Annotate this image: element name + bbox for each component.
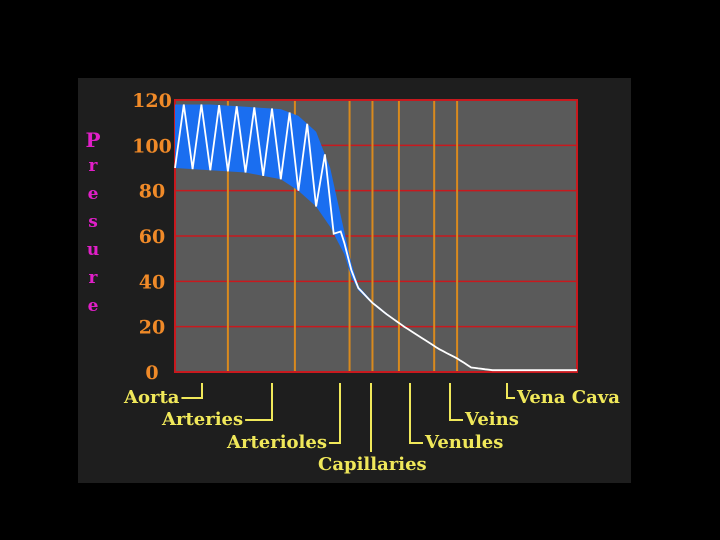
y-tick-80: 80 xyxy=(139,181,165,203)
y-axis-label-letter: e xyxy=(87,296,99,316)
y-tick-0: 0 xyxy=(145,362,158,384)
pressure-band xyxy=(175,104,577,371)
y-axis-label-letter: s xyxy=(88,212,98,232)
category-leader-2 xyxy=(328,383,341,444)
y-tick-40: 40 xyxy=(139,271,165,293)
y-axis-label-letter: r xyxy=(88,268,98,288)
pressure-line xyxy=(174,104,577,372)
category-label-arterioles: Arterioles xyxy=(226,432,327,453)
y-axis-label-letter: u xyxy=(86,240,100,260)
chart-panel: 0 20 40 60 80 100 120 Aorta Arteries Arterioles Ca… xyxy=(78,78,631,483)
y-axis-label-letter: P xyxy=(85,128,101,152)
category-label-vena-cava: Vena Cava xyxy=(516,387,620,408)
y-tick-120: 120 xyxy=(132,90,172,112)
category-leader-4 xyxy=(409,383,423,444)
y-tick-20: 20 xyxy=(139,317,165,339)
category-label-aorta: Aorta xyxy=(123,387,180,408)
category-label-venules: Venules xyxy=(424,432,503,453)
plot-frame xyxy=(174,99,578,373)
category-leader-6 xyxy=(506,383,515,399)
pressure-chart: 0 20 40 60 80 100 120 AortaArteriesArteriolesCa… xyxy=(123,90,620,475)
category-leader-0 xyxy=(181,383,203,399)
category-label-arteries: Arteries xyxy=(161,409,243,430)
y-axis-label-letter: e xyxy=(87,184,99,204)
y-tick-100: 100 xyxy=(132,135,172,157)
category-label-veins: Veins xyxy=(464,409,519,430)
y-tick-60: 60 xyxy=(139,226,165,248)
category-leader-1 xyxy=(245,383,273,421)
category-leader-5 xyxy=(449,383,463,421)
y-axis-label-letter: r xyxy=(88,156,98,176)
category-label-capillaries: Capillaries xyxy=(318,454,427,475)
